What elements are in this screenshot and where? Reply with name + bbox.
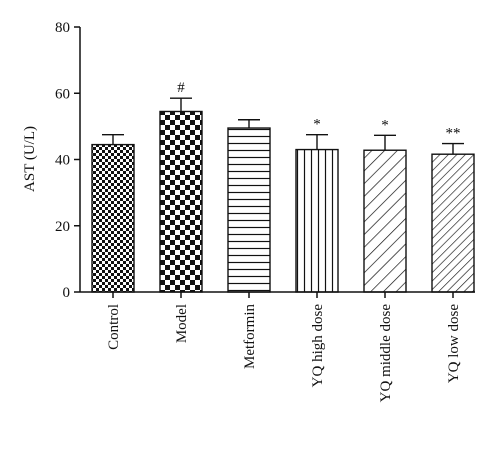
bar	[227, 127, 271, 293]
x-category-label: YQ low dose	[446, 304, 462, 384]
bar	[363, 149, 407, 293]
y-tick-label: 60	[55, 86, 70, 102]
x-category-label: YQ high dose	[310, 304, 326, 388]
bars-group: #* ***	[91, 80, 475, 293]
significance-label: *	[381, 117, 389, 133]
significance-label: **	[446, 126, 461, 142]
y-tick-label: 20	[55, 219, 70, 235]
y-axis: 0 20 40 60 80	[55, 20, 81, 301]
significance-label: #	[177, 80, 185, 96]
bar	[431, 153, 475, 293]
y-tick-label: 40	[55, 153, 70, 169]
x-category-label: Metformin	[242, 304, 258, 369]
x-category-label: Model	[174, 304, 190, 343]
significance-label: *	[313, 117, 321, 133]
x-axis: Control Model Metformin YQ high dose YQ midd…	[80, 291, 475, 403]
bar	[159, 110, 203, 293]
y-axis-title: AST (U/L)	[22, 126, 38, 192]
x-category-label: YQ middle dose	[378, 304, 394, 403]
bar	[91, 143, 135, 293]
y-tick-label: 80	[55, 20, 70, 36]
bar	[295, 148, 339, 293]
y-tick-label: 0	[63, 285, 71, 301]
x-category-label: Control	[106, 304, 122, 350]
